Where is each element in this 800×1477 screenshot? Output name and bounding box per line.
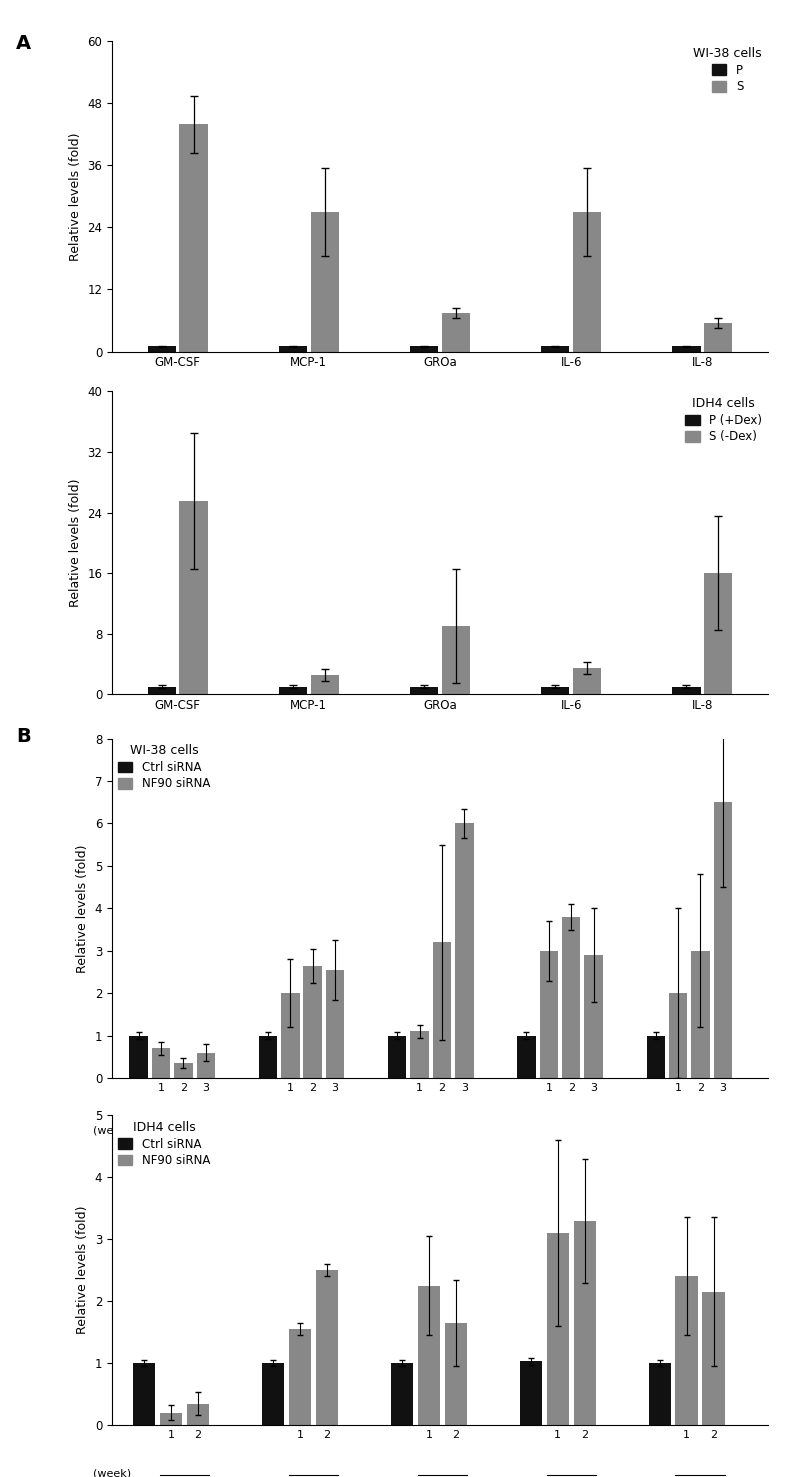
Bar	[649, 1363, 670, 1425]
Bar	[455, 824, 474, 1078]
Y-axis label: Relative levels (fold): Relative levels (fold)	[69, 131, 82, 261]
Bar	[303, 966, 322, 1078]
Bar	[704, 573, 732, 694]
Bar	[669, 993, 687, 1078]
Y-axis label: Relative levels (fold): Relative levels (fold)	[76, 843, 90, 973]
Text: B: B	[16, 727, 30, 746]
Bar	[174, 1063, 193, 1078]
Bar	[262, 1363, 284, 1425]
Bar	[714, 802, 732, 1078]
Bar	[584, 956, 602, 1078]
Bar	[702, 1292, 725, 1425]
Bar	[410, 347, 438, 352]
Text: IL-8: IL-8	[688, 1149, 710, 1162]
Bar	[279, 687, 307, 694]
Bar	[542, 687, 570, 694]
Bar	[442, 313, 470, 352]
Bar	[445, 1323, 467, 1425]
Bar	[197, 1053, 215, 1078]
Legend: P (+Dex), S (-Dex): P (+Dex), S (-Dex)	[686, 397, 762, 443]
Bar	[410, 1031, 429, 1078]
Y-axis label: Relative levels (fold): Relative levels (fold)	[76, 1205, 90, 1335]
Bar	[148, 687, 176, 694]
Bar	[152, 1049, 170, 1078]
Bar	[179, 501, 207, 694]
Bar	[675, 1276, 698, 1425]
Bar	[573, 668, 601, 694]
Bar	[187, 1403, 210, 1425]
Text: (week): (week)	[93, 1125, 131, 1136]
Legend: Ctrl siRNA, NF90 siRNA: Ctrl siRNA, NF90 siRNA	[118, 744, 210, 790]
Bar	[433, 942, 451, 1078]
Bar	[562, 917, 581, 1078]
Bar	[704, 323, 732, 352]
Bar	[160, 1413, 182, 1425]
Text: MCP-1: MCP-1	[292, 1149, 330, 1162]
Bar	[542, 347, 570, 352]
Bar	[673, 347, 701, 352]
Text: A: A	[16, 34, 31, 53]
Bar	[418, 1285, 440, 1425]
Text: IL-6: IL-6	[558, 1149, 580, 1162]
Bar	[310, 211, 338, 352]
Bar	[130, 1035, 148, 1078]
Bar	[546, 1233, 569, 1425]
Bar	[691, 951, 710, 1078]
Bar	[310, 675, 338, 694]
Bar	[279, 347, 307, 352]
Bar	[442, 626, 470, 694]
Bar	[289, 1329, 311, 1425]
Bar	[573, 211, 601, 352]
Bar	[673, 687, 701, 694]
Bar	[410, 687, 438, 694]
Bar	[388, 1035, 406, 1078]
Bar	[133, 1363, 155, 1425]
Bar	[518, 1035, 536, 1078]
Bar	[258, 1035, 278, 1078]
Legend: P, S: P, S	[694, 47, 762, 93]
Text: (week): (week)	[93, 1468, 131, 1477]
Bar	[390, 1363, 413, 1425]
Text: GM-CSF: GM-CSF	[158, 1149, 205, 1162]
Y-axis label: Relative levels (fold): Relative levels (fold)	[69, 479, 82, 607]
Bar	[574, 1220, 596, 1425]
Bar	[281, 993, 299, 1078]
Text: GROa: GROa	[423, 1149, 457, 1162]
Bar	[148, 347, 176, 352]
Bar	[179, 124, 207, 352]
Bar	[520, 1362, 542, 1425]
Bar	[540, 951, 558, 1078]
Legend: Ctrl siRNA, NF90 siRNA: Ctrl siRNA, NF90 siRNA	[118, 1121, 210, 1167]
Bar	[326, 970, 344, 1078]
Bar	[316, 1270, 338, 1425]
Bar	[646, 1035, 665, 1078]
